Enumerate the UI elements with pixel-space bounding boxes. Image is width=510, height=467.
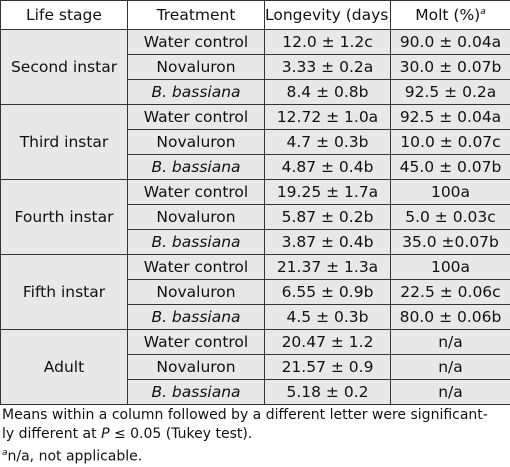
header-molt: Molt (%)a xyxy=(390,0,510,30)
molt-cell: 80.0 ± 0.06b xyxy=(390,304,510,330)
na-footnote: an/a, not applicable. xyxy=(2,448,143,465)
table-row: Novaluron 3.33 ± 0.2a 30.0 ± 0.07b xyxy=(1,54,510,80)
table-row: Second instar Water control 12.0 ± 1.2c 90.… xyxy=(0,29,510,105)
table-row: B. bassiana 4.5 ± 0.3b 80.0 ± 0.06b xyxy=(1,304,510,330)
table-row: Fourth instar Water control 19.25 ± 1.7a 10… xyxy=(0,179,510,255)
header-longevity: Longevity (days) xyxy=(264,0,391,30)
molt-cell: 100a xyxy=(390,254,510,280)
treatment-cell: B. bassiana xyxy=(127,304,265,330)
molt-cell: 45.0 ± 0.07b xyxy=(390,154,510,180)
table-row: Third instar Water control 12.72 ± 1.0a 92.… xyxy=(0,104,510,180)
header-life-stage: Life stage xyxy=(0,0,128,30)
molt-cell: 90.0 ± 0.04a xyxy=(390,29,510,55)
molt-cell: 92.5 ± 0.2a xyxy=(390,79,510,105)
life-stage-cell: Third instar xyxy=(0,104,128,180)
molt-cell: n/a xyxy=(390,329,510,355)
longevity-cell: 4.5 ± 0.3b xyxy=(264,304,391,330)
table-row: Novaluron 21.57 ± 0.9 n/a xyxy=(1,354,510,380)
molt-cell: 100a xyxy=(390,179,510,205)
life-stage-cell: Second instar xyxy=(0,29,128,105)
treatment-cell: Novaluron xyxy=(127,204,265,230)
treatment-cell: B. bassiana xyxy=(127,79,265,105)
life-stage-cell: Adult xyxy=(0,329,128,405)
header-treatment: Treatment xyxy=(127,0,265,30)
table-row: B. bassiana 8.4 ± 0.8b 92.5 ± 0.2a xyxy=(1,79,510,105)
treatment-cell: B. bassiana xyxy=(127,229,265,255)
treatment-cell: Water control xyxy=(127,329,265,355)
table-notes: Means within a column followed by a diff… xyxy=(2,406,508,467)
table-row: Novaluron 5.87 ± 0.2b 5.0 ± 0.03c xyxy=(1,204,510,230)
treatment-cell: Novaluron xyxy=(127,354,265,380)
longevity-cell: 19.25 ± 1.7a xyxy=(264,179,391,205)
molt-cell: 5.0 ± 0.03c xyxy=(390,204,510,230)
longevity-cell: 3.87 ± 0.4b xyxy=(264,229,391,255)
molt-cell: n/a xyxy=(390,379,510,405)
treatment-cell: Novaluron xyxy=(127,279,265,305)
treatment-cell: Novaluron xyxy=(127,54,265,80)
results-table: Life stage Treatment Longevity (days) Mo… xyxy=(0,0,510,405)
table-row: Fifth instar Water control 21.37 ± 1.3a 100… xyxy=(0,254,510,330)
life-stage-cell: Fourth instar xyxy=(0,179,128,255)
molt-cell: 22.5 ± 0.06c xyxy=(390,279,510,305)
treatment-cell: Water control xyxy=(127,254,265,280)
treatment-cell: Water control xyxy=(127,29,265,55)
life-stage-cell: Fifth instar xyxy=(0,254,128,330)
treatment-cell: Water control xyxy=(127,104,265,130)
treatment-cell: Water control xyxy=(127,179,265,205)
table-row: B. bassiana 5.18 ± 0.2 n/a xyxy=(1,379,510,405)
table-row: Novaluron 4.7 ± 0.3b 10.0 ± 0.07c xyxy=(1,129,510,155)
table-row: Novaluron 6.55 ± 0.9b 22.5 ± 0.06c xyxy=(1,279,510,305)
longevity-cell: 3.33 ± 0.2a xyxy=(264,54,391,80)
treatment-cell: Novaluron xyxy=(127,129,265,155)
significance-note: Means within a column followed by a diff… xyxy=(2,407,488,442)
longevity-cell: 6.55 ± 0.9b xyxy=(264,279,391,305)
footnote-marker: a xyxy=(480,6,486,17)
longevity-cell: 4.87 ± 0.4b xyxy=(264,154,391,180)
molt-cell: 30.0 ± 0.07b xyxy=(390,54,510,80)
longevity-cell: 21.57 ± 0.9 xyxy=(264,354,391,380)
longevity-cell: 5.18 ± 0.2 xyxy=(264,379,391,405)
table-row: B. bassiana 4.87 ± 0.4b 45.0 ± 0.07b xyxy=(1,154,510,180)
longevity-cell: 4.7 ± 0.3b xyxy=(264,129,391,155)
molt-cell: 35.0 ±0.07b xyxy=(390,229,510,255)
molt-cell: 10.0 ± 0.07c xyxy=(390,129,510,155)
longevity-cell: 21.37 ± 1.3a xyxy=(264,254,391,280)
longevity-cell: 20.47 ± 1.2 xyxy=(264,329,391,355)
table-body: Second instar Water control 12.0 ± 1.2c 90.… xyxy=(0,29,510,405)
longevity-cell: 12.72 ± 1.0a xyxy=(264,104,391,130)
treatment-cell: B. bassiana xyxy=(127,379,265,405)
longevity-cell: 12.0 ± 1.2c xyxy=(264,29,391,55)
header-row: Life stage Treatment Longevity (days) Mo… xyxy=(0,0,510,30)
longevity-cell: 5.87 ± 0.2b xyxy=(264,204,391,230)
table-row: Adult Water control 20.47 ± 1.2 n/a xyxy=(0,329,510,405)
molt-cell: n/a xyxy=(390,354,510,380)
molt-cell: 92.5 ± 0.04a xyxy=(390,104,510,130)
longevity-cell: 8.4 ± 0.8b xyxy=(264,79,391,105)
treatment-cell: B. bassiana xyxy=(127,154,265,180)
